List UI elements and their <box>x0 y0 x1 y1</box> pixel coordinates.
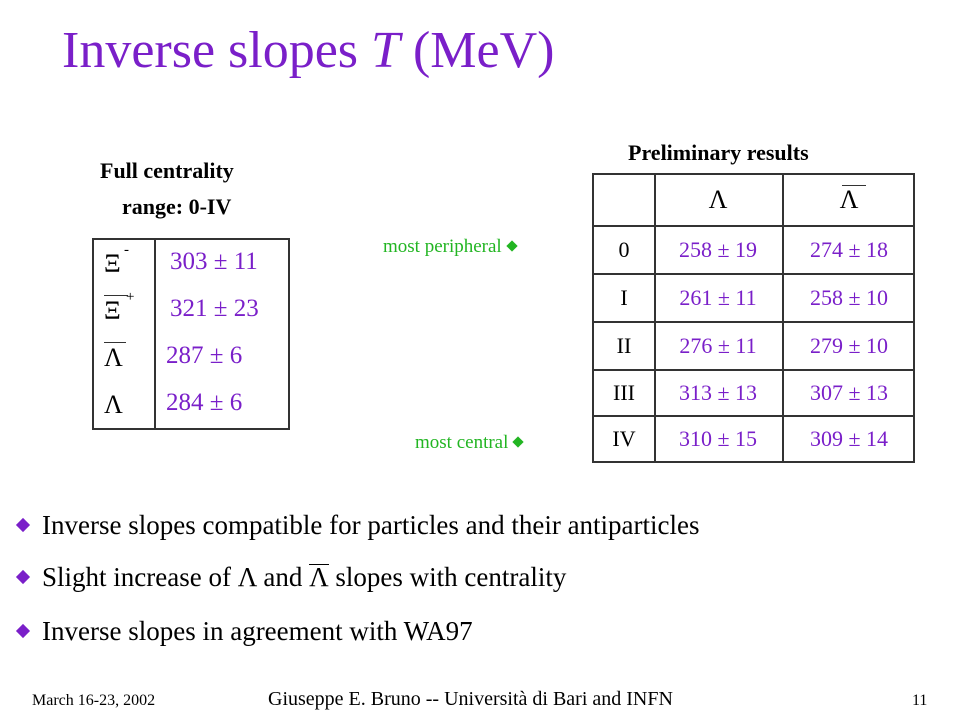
left-table-caption-line2: range: 0-IV <box>122 194 232 219</box>
bin-label: II <box>616 333 632 358</box>
header-antilambda: Λ <box>839 185 859 214</box>
header-lambda: Λ <box>708 185 728 214</box>
diamond-bullet-icon <box>512 435 525 448</box>
lambda-cell: 258 ± 19 <box>678 237 758 262</box>
lambda-cell: 310 ± 15 <box>678 426 758 451</box>
lambda-cell: 261 ± 11 <box>679 285 757 310</box>
table-row: Λ 287 ± 6 <box>94 334 288 381</box>
bin-label: 0 <box>618 237 630 262</box>
antilambda-cell: 279 ± 10 <box>809 333 889 358</box>
table-row: Ξ - 303 ± 11 <box>94 240 288 287</box>
antilambda-cell: 307 ± 13 <box>809 380 889 405</box>
anti-xi-symbol: Ξ <box>104 296 121 325</box>
footer-date: March 16-23, 2002 <box>32 692 156 709</box>
bin-label: IV <box>612 426 636 451</box>
most-central-label: most central <box>415 432 525 454</box>
diamond-bullet-icon <box>15 569 31 584</box>
table-row: Λ 284 ± 6 <box>94 381 288 428</box>
antilambda-cell: 274 ± 18 <box>809 237 889 262</box>
bullet-item: Inverse slopes in agreement with WA97 <box>15 616 473 647</box>
lambda-symbol: Λ <box>104 390 123 419</box>
right-table-caption: Preliminary results <box>628 140 809 165</box>
xi-minus-symbol: Ξ <box>104 249 121 278</box>
charge-superscript: + <box>126 289 135 305</box>
bullet-item: Inverse slopes compatible for particles … <box>15 510 700 541</box>
anti-lambda-symbol: Λ <box>104 343 123 372</box>
antilambda-cell: 258 ± 10 <box>809 285 889 310</box>
bin-label: III <box>613 380 635 405</box>
charge-superscript: - <box>124 242 129 258</box>
antilambda-cell: 309 ± 14 <box>809 426 889 451</box>
table-row: Ξ + 321 ± 23 <box>94 287 288 334</box>
xi-minus-value: 303 ± 11 <box>170 248 258 275</box>
diamond-bullet-icon <box>15 623 31 638</box>
anti-lambda-value: 287 ± 6 <box>166 342 243 369</box>
bin-label: I <box>620 285 628 310</box>
left-table-caption-line1: Full centrality <box>100 158 234 183</box>
footer-page-number: 11 <box>912 692 928 709</box>
most-peripheral-label: most peripheral <box>383 236 518 258</box>
lambda-value: 284 ± 6 <box>166 389 243 416</box>
diamond-bullet-icon <box>506 239 518 252</box>
centrality-bins-table: Λ Λ 0 258 ± 19 274 ± 18 I 261 ± 11 258 ±… <box>592 173 915 463</box>
diamond-bullet-icon <box>15 517 31 532</box>
anti-xi-value: 321 ± 23 <box>170 295 259 322</box>
slide-title: Inverse slopes T (MeV) <box>62 22 555 79</box>
footer-author: Giuseppe E. Bruno -- Università di Bari … <box>268 688 673 710</box>
lambda-cell: 276 ± 11 <box>679 333 757 358</box>
lambda-cell: 313 ± 13 <box>678 380 758 405</box>
full-centrality-table: Ξ - 303 ± 11 Ξ + 321 ± 23 Λ 287 ± 6 Λ 28… <box>92 238 290 430</box>
bullet-item: Slight increase of Λ and Λ slopes with c… <box>15 562 566 593</box>
